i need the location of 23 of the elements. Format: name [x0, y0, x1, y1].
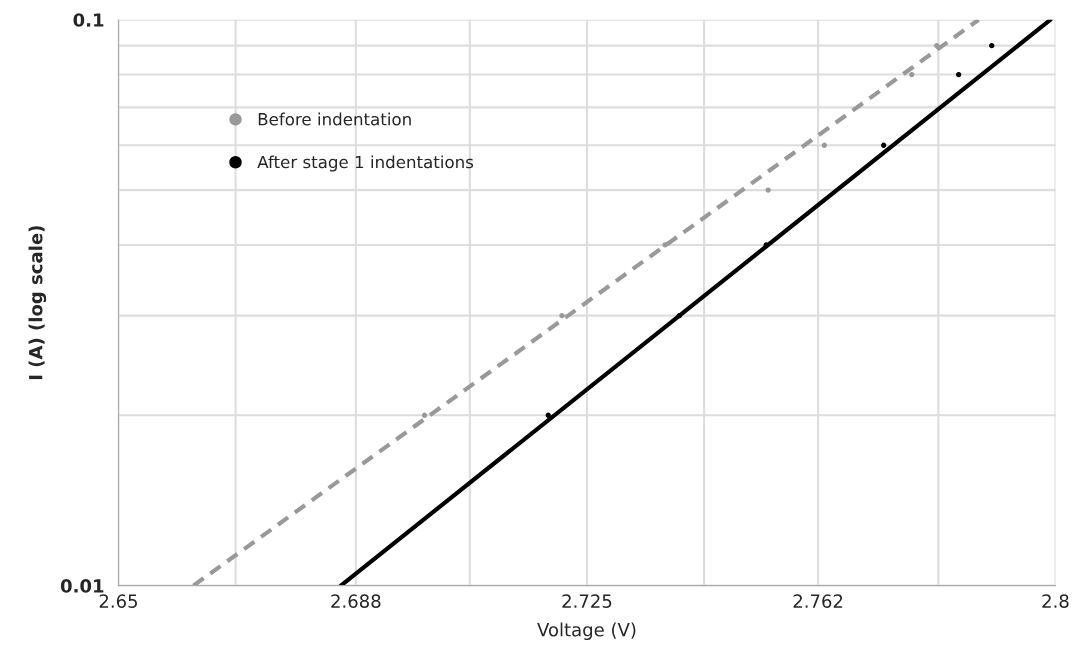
- y-tick-label: 0.1: [73, 13, 104, 27]
- point: [545, 412, 551, 418]
- legend-label: Before indentation: [258, 112, 411, 126]
- x-tick-label: 2.8: [1042, 594, 1069, 608]
- point: [934, 42, 940, 49]
- point: [881, 142, 887, 148]
- point: [421, 412, 428, 418]
- point: [765, 187, 771, 193]
- point: [676, 312, 683, 319]
- y-tick-label: 0.01: [60, 579, 104, 593]
- x-tick-label: 2.688: [331, 594, 381, 608]
- x-axis-title: Voltage (V): [537, 622, 636, 641]
- point: [662, 242, 668, 248]
- point: [821, 142, 827, 148]
- legend-label: After stage 1 indentations: [257, 155, 474, 172]
- x-tick-label: 2.762: [793, 594, 843, 608]
- point: [909, 71, 915, 78]
- x-tick-label: 2.65: [99, 594, 137, 608]
- point: [559, 312, 565, 319]
- x-tick-label: 2.725: [562, 594, 612, 608]
- point: [955, 71, 962, 78]
- point: [989, 42, 995, 49]
- y-axis-title: I (A) (log scale): [28, 226, 47, 380]
